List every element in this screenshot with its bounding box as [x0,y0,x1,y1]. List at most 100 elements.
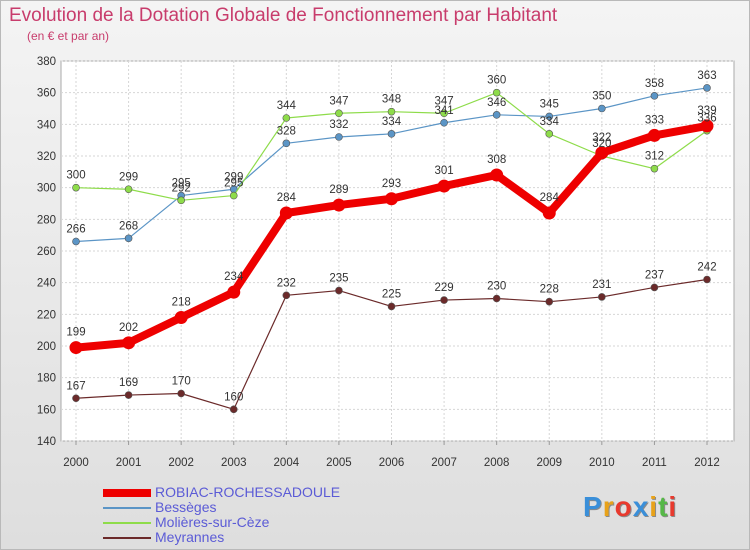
data-label: 346 [487,97,506,109]
data-label: 347 [434,95,453,107]
data-point [174,311,188,324]
data-label: 363 [697,70,716,82]
data-point [598,104,606,113]
proxiti-logo: Proxiti [583,491,677,523]
data-label: 312 [645,151,664,163]
x-tick-label: 2008 [484,457,510,469]
legend-swatch-meyrannes [103,537,151,539]
data-label: 347 [329,95,348,107]
data-point [177,389,185,398]
data-point [387,302,396,311]
data-point [545,112,554,121]
data-point [335,286,343,295]
legend-label-molieres: Molières-sur-Cèze [155,514,270,530]
y-tick-label: 220 [37,309,56,321]
data-label: 341 [434,105,453,117]
data-label: 295 [172,178,191,190]
data-point [492,88,501,97]
data-point [72,237,80,246]
data-point [69,341,83,355]
data-label: 232 [277,277,296,289]
legend: ROBIAC-ROCHESSADOULE Bessèges Molières-s… [103,484,403,545]
y-tick-label: 260 [37,246,56,258]
legend-item-meyrannes: Meyrannes [103,529,403,545]
data-point [72,183,80,192]
data-label: 229 [434,282,453,294]
data-point [279,206,293,220]
data-point [703,84,711,92]
data-point [650,92,659,100]
legend-label-robiac: ROBIAC-ROCHESSADOULE [155,484,341,500]
data-label: 344 [277,100,297,112]
logo-letter: r [602,491,615,522]
data-label: 268 [119,220,138,232]
data-point [542,206,556,220]
x-tick-label: 2012 [694,457,720,469]
data-point [440,296,448,304]
data-point [72,394,80,403]
logo-letter: P [583,491,603,522]
x-tick-label: 2007 [431,457,457,469]
data-point [282,139,291,148]
data-label: 266 [66,224,85,236]
y-tick-label: 340 [37,119,56,131]
y-tick-label: 160 [37,404,56,416]
data-point [647,128,661,142]
data-label: 167 [66,380,85,392]
data-label: 350 [592,91,611,103]
data-label: 202 [119,322,138,334]
data-point [595,146,609,160]
legend-item-molieres: Molières-sur-Cèze [103,514,403,530]
series-lines [69,84,714,414]
data-point [492,294,501,303]
data-label: 160 [224,391,243,403]
y-tick-label: 320 [37,151,56,163]
data-point [124,391,133,399]
data-point [282,114,291,122]
data-label: 293 [382,178,401,190]
logo-letter: o [614,491,633,522]
data-label: 235 [329,273,348,285]
data-point [703,275,711,284]
data-label: 322 [592,132,611,144]
data-label: 336 [697,113,716,125]
data-point [332,198,346,212]
data-label: 308 [487,154,506,166]
data-point [437,179,451,193]
x-tick-label: 2011 [642,457,667,469]
data-label: 225 [382,288,401,300]
logo-letter: x [632,491,650,522]
data-label: 334 [382,116,402,128]
data-label: 334 [540,116,560,128]
grid [61,60,734,442]
legend-swatch-robiac [103,489,151,497]
y-tick-label: 240 [37,278,56,290]
y-tick-label: 380 [37,56,56,68]
data-label: 320 [592,138,611,150]
x-tick-label: 2010 [589,457,615,469]
y-tick-label: 360 [37,88,56,100]
data-label: 299 [119,171,138,183]
y-tick-label: 280 [37,214,56,226]
data-label: 348 [382,94,401,106]
series-bess-ges [72,84,711,246]
logo-letter: t [658,491,669,522]
x-tick-label: 2000 [63,457,89,469]
data-label: 289 [329,184,348,196]
x-tick-label: 2002 [168,457,194,469]
legend-item-robiac: ROBIAC-ROCHESSADOULE [103,484,403,500]
data-point [387,107,396,116]
logo-letter: i [649,491,659,522]
data-label: 228 [540,284,559,296]
data-label: 237 [645,269,664,281]
data-point [440,118,448,127]
data-label: 284 [277,192,297,204]
data-point [650,164,659,173]
data-label: 230 [487,281,506,293]
y-tick-label: 200 [37,341,56,353]
data-point [387,130,396,138]
chart-subtitle: (en € et par an) [27,29,110,43]
data-label: 284 [540,192,560,204]
